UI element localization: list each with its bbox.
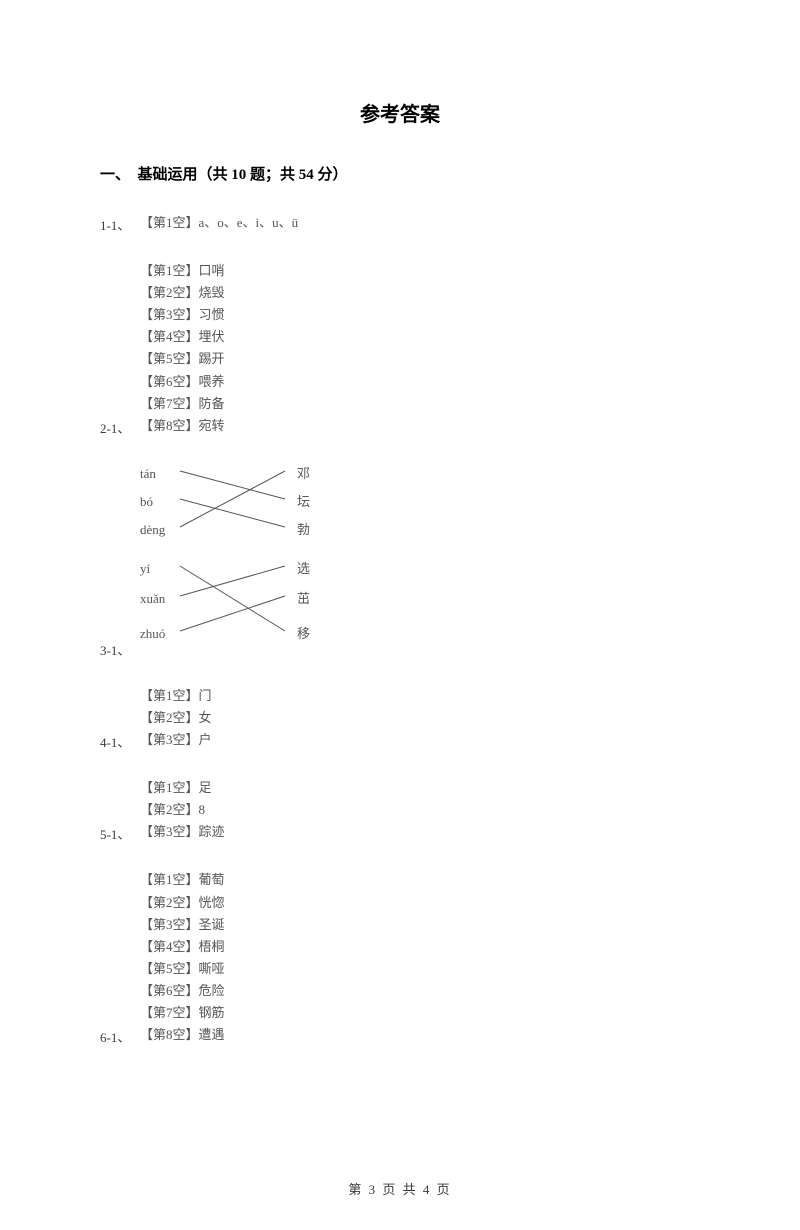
answer-line: 【第1空】a、o、e、i、u、ü [140,212,298,234]
answer-line: 【第1空】门 [140,685,212,707]
answer-line: 【第1空】葡萄 [140,869,225,891]
answer-line: 【第5空】踢开 [140,348,225,370]
answer-line: 【第3空】踪迹 [140,821,225,843]
answer-q5: 5-1、 【第1空】足 【第2空】8 【第3空】踪迹 [100,777,700,843]
q-num: 6-1、 [100,1027,140,1046]
answer-content: 【第1空】口哨 【第2空】烧毁 【第3空】习惯 【第4空】埋伏 【第5空】踢开 … [140,260,225,437]
answer-line: 【第2空】烧毁 [140,282,225,304]
answer-line: 【第2空】恍惚 [140,892,225,914]
answer-content: 【第1空】门 【第2空】女 【第3空】户 [140,685,212,751]
answer-line: 【第3空】圣诞 [140,914,225,936]
answer-line: 【第1空】足 [140,777,225,799]
answer-content: 【第1空】足 【第2空】8 【第3空】踪迹 [140,777,225,843]
answer-line: 【第1空】口哨 [140,260,225,282]
answer-q4: 4-1、 【第1空】门 【第2空】女 【第3空】户 [100,685,700,751]
answer-line: 【第2空】8 [140,799,225,821]
answer-line: 【第3空】户 [140,729,212,751]
answer-line: 【第6空】危险 [140,980,225,1002]
answer-q1: 1-1、 【第1空】a、o、e、i、u、ü [100,212,700,234]
answer-content: 【第1空】a、o、e、i、u、ü [140,212,298,234]
answer-q3: 3-1、 tán bó dèng yí xuǎn zhuó 邓 坛 勃 选 茁 … [100,463,700,659]
answer-line: 【第8空】宛转 [140,415,225,437]
answer-content: tán bó dèng yí xuǎn zhuó 邓 坛 勃 选 茁 移 [140,463,310,659]
answer-line: 【第5空】嘶哑 [140,958,225,980]
matching-lines [140,463,310,653]
answer-line: 【第6空】喂养 [140,371,225,393]
page-footer: 第 3 页 共 4 页 [0,1179,800,1198]
answer-line: 【第7空】防备 [140,393,225,415]
q-num: 3-1、 [100,640,140,659]
answer-line: 【第8空】遭遇 [140,1024,225,1046]
answer-content: 【第1空】葡萄 【第2空】恍惚 【第3空】圣诞 【第4空】梧桐 【第5空】嘶哑 … [140,869,225,1046]
answer-line: 【第3空】习惯 [140,304,225,326]
answer-line: 【第4空】埋伏 [140,326,225,348]
section-header: 一、 基础运用（共 10 题；共 54 分） [100,163,700,184]
answer-line: 【第2空】女 [140,707,212,729]
page-title: 参考答案 [100,98,700,127]
q-num: 5-1、 [100,824,140,843]
q-num: 2-1、 [100,418,140,437]
q-num: 1-1、 [100,215,140,234]
q-num: 4-1、 [100,732,140,751]
answer-line: 【第7空】钢筋 [140,1002,225,1024]
answer-q2: 2-1、 【第1空】口哨 【第2空】烧毁 【第3空】习惯 【第4空】埋伏 【第5… [100,260,700,437]
matching-diagram: tán bó dèng yí xuǎn zhuó 邓 坛 勃 选 茁 移 [140,463,310,653]
answer-q6: 6-1、 【第1空】葡萄 【第2空】恍惚 【第3空】圣诞 【第4空】梧桐 【第5… [100,869,700,1046]
answer-line: 【第4空】梧桐 [140,936,225,958]
